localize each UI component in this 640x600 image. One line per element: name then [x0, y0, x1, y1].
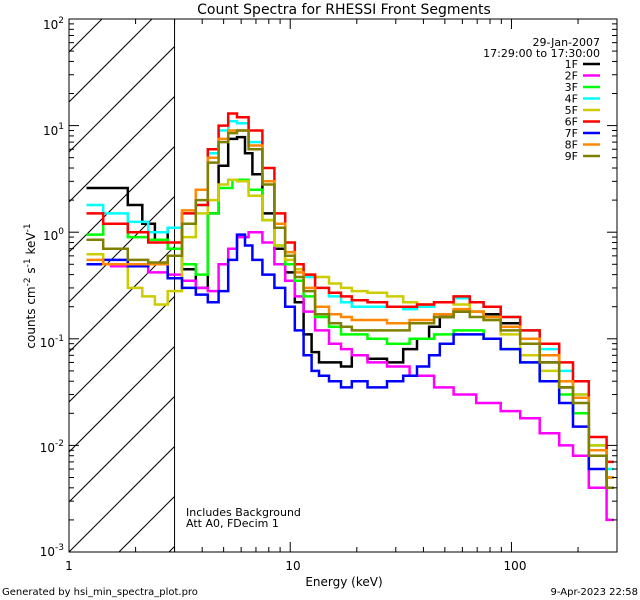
y-tick-label: 100: [43, 227, 64, 243]
x-tick-labels: 1 10 100: [65, 559, 526, 573]
annotation-background: Includes Background: [186, 506, 301, 519]
series-group: [86, 112, 614, 522]
series-line-7F: [86, 233, 614, 490]
x-tick-label: 1: [65, 559, 73, 573]
x-tick-label: 100: [504, 559, 527, 573]
hatch-lines: [69, 19, 175, 552]
legend-label-1F: 1F: [565, 58, 578, 71]
y-tick-label: 10-2: [40, 439, 64, 455]
plot-frame: [68, 18, 618, 553]
y-tick-label: 101: [43, 122, 64, 138]
footer-date: 9-Apr-2023 22:58: [551, 587, 638, 598]
legend-label-4F: 4F: [565, 93, 578, 106]
y-tick-label: 10-1: [40, 334, 64, 350]
series-line-9F: [86, 129, 614, 490]
axis-ticks: [68, 18, 618, 553]
legend-label-3F: 3F: [565, 81, 578, 94]
y-tick-label: 102: [43, 16, 64, 32]
series-line-6F: [86, 112, 614, 464]
legend-label-7F: 7F: [565, 127, 578, 140]
legend-label-8F: 8F: [565, 139, 578, 152]
series-line-2F: [86, 230, 614, 522]
annotation-attenuator: Att A0, FDecim 1: [186, 517, 279, 530]
y-axis-label: counts cm-2 s-1 keV-1: [23, 223, 38, 348]
date-label: 29-Jan-2007: [533, 36, 601, 49]
y-tick-label: 10-3: [40, 543, 64, 559]
legend-label-2F: 2F: [565, 70, 578, 83]
series-line-5F: [86, 178, 614, 479]
y-tick-labels: 10-3 10-2 10-1 100 101 102: [40, 16, 65, 559]
x-tick-label: 10: [285, 559, 300, 573]
x-axis-label: Energy (keV): [305, 575, 382, 589]
legend-label-6F: 6F: [565, 116, 578, 129]
legend-label-9F: 9F: [565, 150, 578, 163]
time-range-label: 17:29:00 to 17:30:00: [483, 47, 600, 60]
chart-title: Count Spectra for RHESSI Front Segments: [197, 2, 491, 18]
footer-generated-by: Generated by hsi_min_spectra_plot.pro: [2, 587, 198, 598]
hatched-region: [69, 19, 175, 552]
legend-label-5F: 5F: [565, 104, 578, 117]
